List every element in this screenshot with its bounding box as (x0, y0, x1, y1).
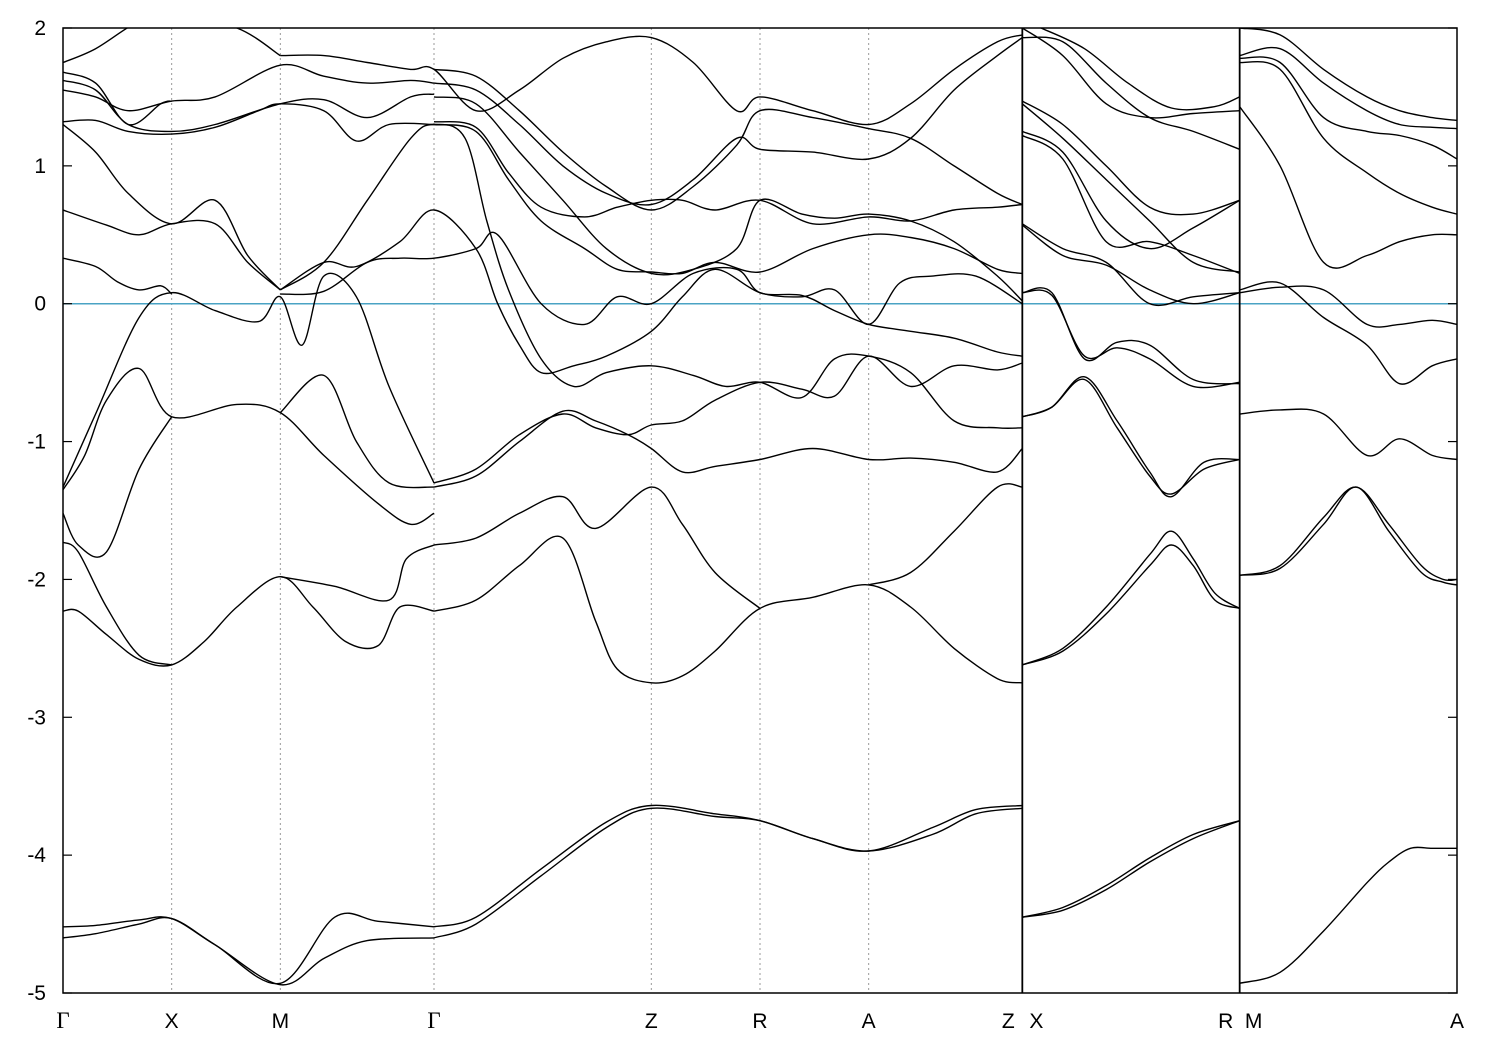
band-line (1239, 285, 1457, 328)
band-line (1021, 130, 1241, 250)
band-line (63, 103, 435, 142)
band-line (279, 209, 1023, 375)
band-line (63, 416, 173, 558)
x-tick-label: Z (1002, 1010, 1015, 1033)
band-line (433, 486, 761, 609)
band-line (280, 231, 1023, 357)
y-tick-label: -4 (27, 844, 46, 867)
band-line (63, 272, 435, 488)
band-line (1022, 287, 1240, 385)
band-line (1239, 106, 1457, 269)
x-tick-label: Z (645, 1010, 658, 1033)
x-tick-label: R (1218, 1010, 1233, 1033)
band-line (279, 374, 435, 489)
y-tick-label: -2 (27, 568, 46, 591)
band-line (433, 68, 1023, 211)
band-line (1040, 28, 1240, 111)
band-line (63, 257, 173, 295)
plot-frame (62, 27, 1458, 994)
band-line (63, 79, 435, 133)
x-tick-label: Γ (56, 1008, 69, 1033)
band-line (433, 355, 1023, 484)
y-tick-label: -3 (27, 706, 46, 729)
band-line (1022, 820, 1240, 918)
band-line (1022, 376, 1240, 498)
band-line (1022, 36, 1240, 150)
band-line (1022, 530, 1241, 666)
y-tick-label: 0 (34, 293, 46, 316)
band-line (1239, 46, 1457, 130)
band-line (279, 123, 1023, 429)
band-line (63, 541, 172, 666)
band-line (1239, 408, 1457, 461)
band-line (433, 37, 1023, 206)
band-line (433, 807, 1023, 939)
band-line (1239, 60, 1457, 215)
band-line (63, 367, 435, 526)
band-line (1021, 134, 1240, 275)
band-line (433, 535, 1023, 684)
x-tick-label: M (272, 1010, 290, 1033)
band-line (1021, 224, 1240, 305)
band-line (63, 912, 435, 985)
band-line (280, 34, 1023, 126)
band-line (1021, 28, 1240, 119)
band-line (1239, 486, 1457, 582)
band-line (1022, 378, 1240, 495)
band-line (1239, 56, 1457, 160)
x-tick-label: A (1450, 1010, 1464, 1033)
x-tick-label: M (1245, 1010, 1263, 1033)
x-tick-label: R (752, 1010, 767, 1033)
y-tick-label: -1 (27, 431, 46, 454)
x-tick-label: X (165, 1010, 179, 1033)
band-line (433, 120, 1023, 225)
band-line (433, 804, 1023, 928)
band-line (433, 409, 1023, 488)
band-line (433, 123, 1023, 275)
band-line (1022, 820, 1240, 918)
band-line (1239, 281, 1457, 385)
band-line (1239, 846, 1457, 984)
y-tick-label: 2 (34, 17, 46, 40)
band-line (1239, 28, 1457, 122)
y-tick-label: 1 (34, 155, 46, 178)
band-line (1021, 100, 1240, 216)
band-line (63, 575, 435, 667)
high-symmetry-gridlines (171, 28, 1241, 993)
band-line (63, 63, 435, 112)
band-line (1022, 544, 1240, 666)
x-tick-label: A (862, 1010, 876, 1033)
x-tick-label: X (1029, 1010, 1043, 1033)
band-curves (63, 28, 1457, 986)
y-axis-ticks: -5 -4 -3 -2 -1 0 1 2 (27, 17, 1457, 1005)
band-line (1239, 486, 1457, 586)
band-line (433, 96, 1023, 302)
band-line (280, 544, 435, 602)
band-line (1021, 223, 1240, 307)
band-line (63, 71, 172, 126)
plot-border (62, 27, 1458, 994)
band-line (1022, 289, 1240, 389)
band-line (1021, 103, 1240, 273)
x-tick-label: Γ (427, 1008, 440, 1033)
band-line (63, 28, 281, 64)
band-line (63, 123, 281, 291)
band-line (868, 483, 1023, 586)
y-tick-label: -5 (27, 982, 46, 1005)
band-line (63, 916, 435, 986)
